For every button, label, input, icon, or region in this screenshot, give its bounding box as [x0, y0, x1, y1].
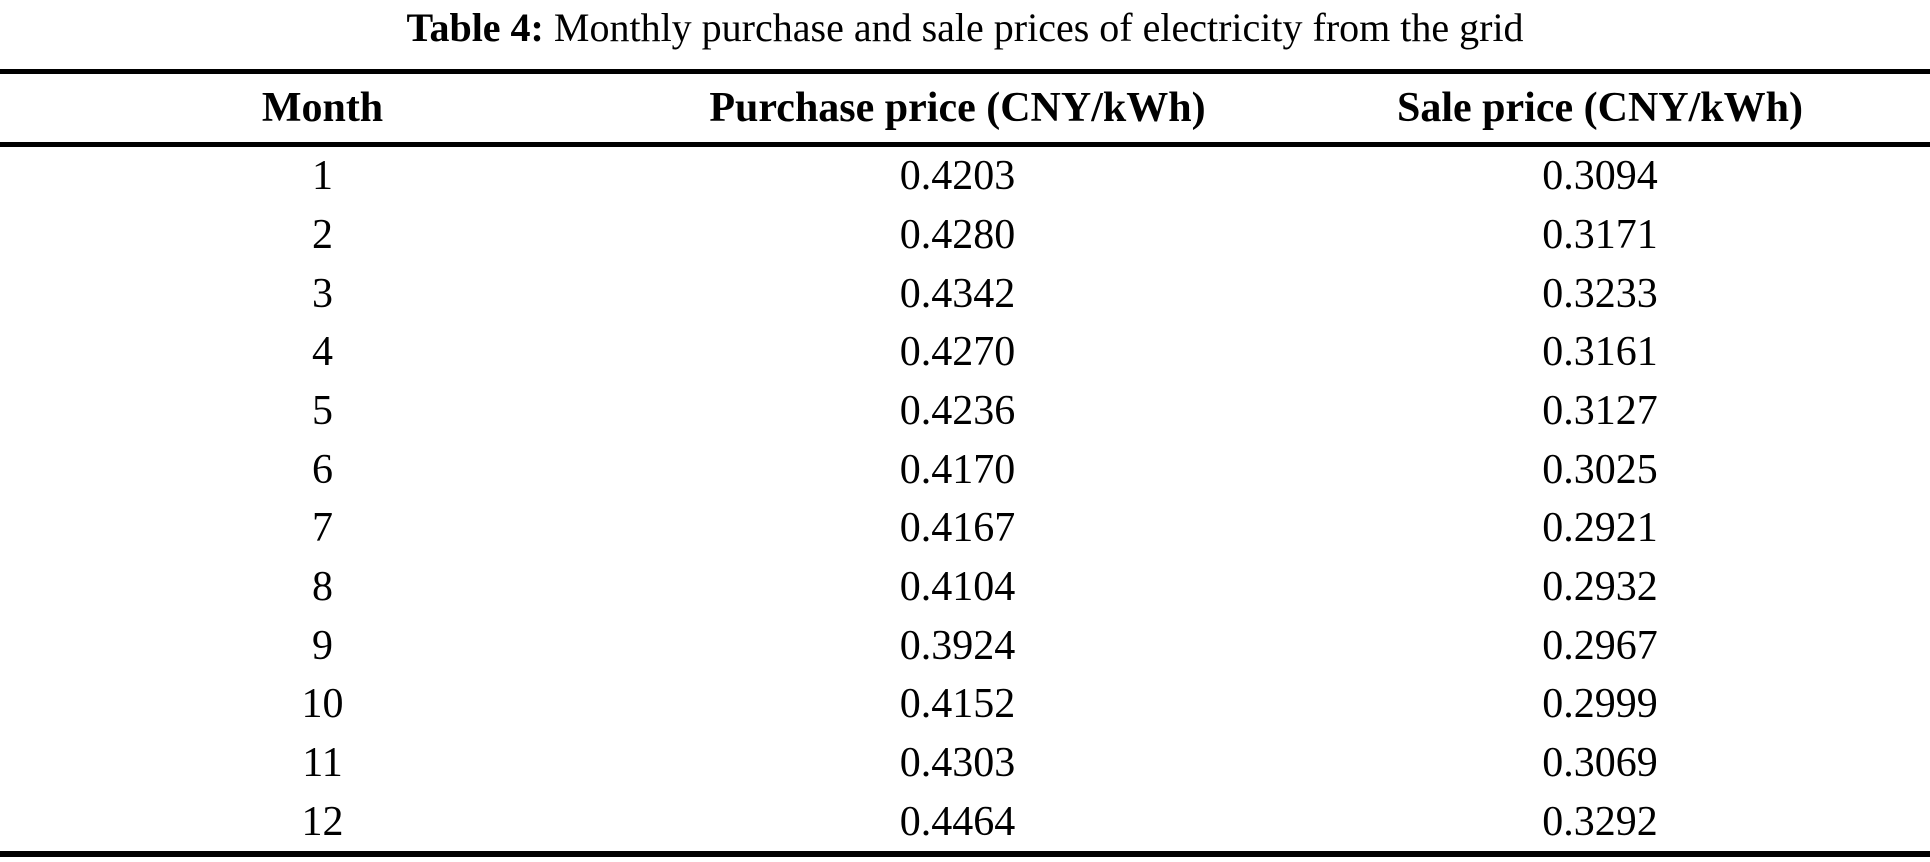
- sale-price-cell: 0.3171: [1542, 211, 1658, 258]
- month-cell: 1: [312, 153, 333, 200]
- sale-price-cell: 0.2932: [1542, 563, 1658, 610]
- table-row: 3 0.4342 0.3233: [0, 264, 1930, 323]
- table-row: 8 0.4104 0.2932: [0, 558, 1930, 617]
- table-caption-line: Table 4: Monthly purchase and sale prices…: [0, 5, 1930, 51]
- month-cell: 9: [312, 622, 333, 669]
- table-row: 5 0.4236 0.3127: [0, 382, 1930, 441]
- sale-price-cell: 0.3069: [1542, 739, 1658, 786]
- purchase-price-cell: 0.4270: [899, 329, 1016, 376]
- table-row: 1 0.4203 0.3094: [0, 145, 1930, 206]
- sale-price-cell: 0.2921: [1542, 505, 1658, 552]
- month-cell: 4: [312, 329, 333, 376]
- sale-price-cell: 0.3025: [1542, 446, 1658, 493]
- table-row: 7 0.4167 0.2921: [0, 499, 1930, 558]
- table-row: 12 0.4464 0.3292: [0, 792, 1930, 854]
- column-header-month: Month: [0, 71, 645, 147]
- month-cell: 10: [301, 681, 344, 728]
- column-header-purchase-price: Purchase price (CNY/kWh): [645, 71, 1270, 147]
- purchase-price-cell: 0.4104: [899, 563, 1016, 610]
- prices-table: Month Purchase price (CNY/kWh) Sale pric…: [0, 69, 1930, 857]
- purchase-price-cell: 0.4280: [899, 211, 1016, 258]
- month-cell: 7: [312, 505, 333, 552]
- month-cell: 2: [312, 211, 333, 258]
- month-cell: 8: [312, 563, 333, 610]
- purchase-price-cell: 0.4167: [899, 505, 1016, 552]
- table-caption: Table 4: Monthly purchase and sale prices…: [0, 0, 1930, 69]
- purchase-price-cell: 0.4170: [899, 446, 1016, 493]
- month-cell: 12: [301, 798, 344, 845]
- sale-price-cell: 0.3292: [1542, 798, 1658, 845]
- table-row: 2 0.4280 0.3171: [0, 206, 1930, 265]
- table-caption-label: Table 4:: [406, 5, 544, 50]
- table-row: 6 0.4170 0.3025: [0, 440, 1930, 499]
- column-header-sale-price: Sale price (CNY/kWh): [1270, 71, 1930, 147]
- table-caption-text: Monthly purchase and sale prices of elec…: [553, 5, 1524, 50]
- sale-price-cell: 0.3233: [1542, 270, 1658, 317]
- month-cell: 6: [312, 446, 333, 493]
- purchase-price-cell: 0.4303: [899, 739, 1016, 786]
- purchase-price-cell: 0.3924: [899, 622, 1016, 669]
- sale-price-cell: 0.3161: [1542, 329, 1658, 376]
- sale-price-cell: 0.3127: [1542, 387, 1658, 434]
- table-row: 4 0.4270 0.3161: [0, 323, 1930, 382]
- purchase-price-cell: 0.4342: [899, 270, 1016, 317]
- purchase-price-cell: 0.4464: [899, 798, 1016, 845]
- sale-price-cell: 0.2999: [1542, 681, 1658, 728]
- purchase-price-cell: 0.4152: [899, 681, 1016, 728]
- table-row: 11 0.4303 0.3069: [0, 734, 1930, 793]
- month-cell: 3: [312, 270, 333, 317]
- sale-price-cell: 0.2967: [1542, 622, 1658, 669]
- month-cell: 11: [302, 739, 343, 786]
- purchase-price-cell: 0.4203: [899, 153, 1016, 200]
- sale-price-cell: 0.3094: [1542, 153, 1658, 200]
- month-cell: 5: [312, 387, 333, 434]
- purchase-price-cell: 0.4236: [899, 387, 1016, 434]
- table-row: 10 0.4152 0.2999: [0, 675, 1930, 734]
- header-row: Month Purchase price (CNY/kWh) Sale pric…: [0, 71, 1930, 147]
- table-row: 9 0.3924 0.2967: [0, 616, 1930, 675]
